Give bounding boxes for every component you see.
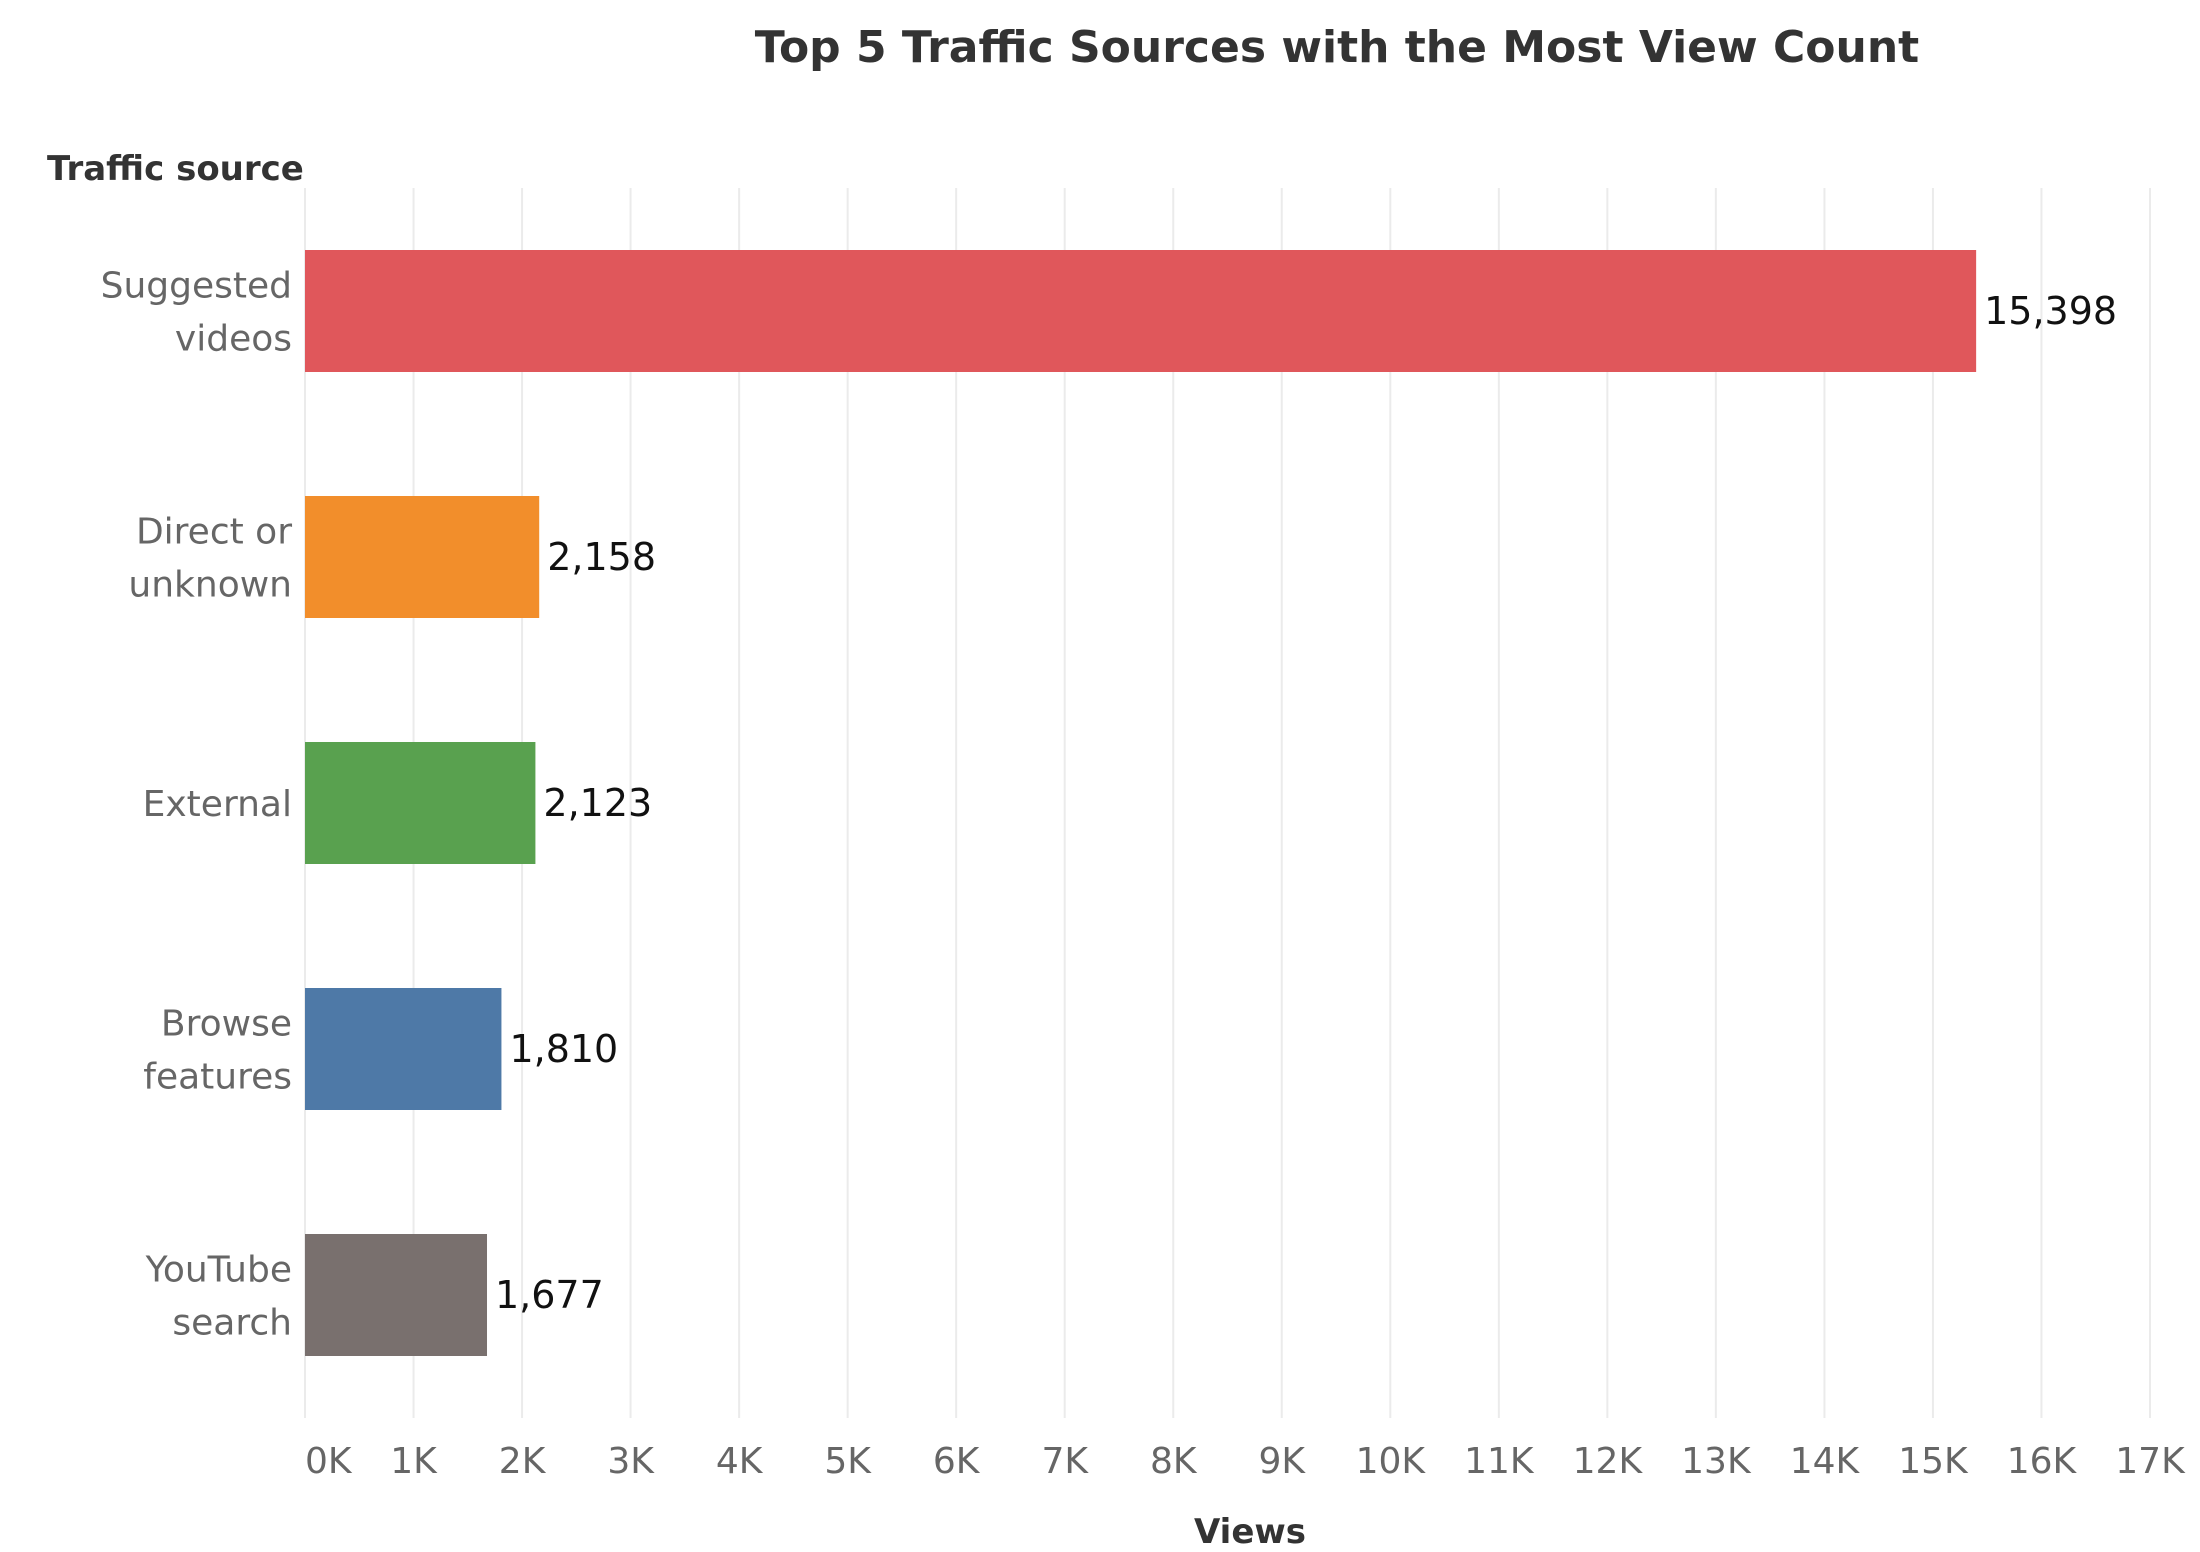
x-tick-label: 11K [1464, 1441, 1535, 1482]
data-label: 15,398 [1984, 289, 2117, 333]
x-tick-label: 10K [1356, 1441, 1427, 1482]
chart-title: Top 5 Traffic Sources with the Most View… [755, 22, 1919, 73]
x-tick-label: 0K [305, 1441, 353, 1482]
category-label: unknown [128, 565, 292, 606]
y-axis-title: Traffic source [47, 149, 304, 189]
x-tick-label: 15K [1898, 1441, 1969, 1482]
x-tick-label: 2K [499, 1441, 547, 1482]
x-tick-label: 14K [1790, 1441, 1861, 1482]
x-axis-ticks: 0K 1K 2K 3K 4K 5K 6K 7K 8K 9K 10K 11K 12K 13K 14K 15K 16… [305, 1441, 2186, 1482]
gridlines [304, 188, 2151, 1418]
category-labels: Suggested videos Direct or unknown External B… [101, 266, 293, 1344]
bar [305, 1234, 488, 1356]
bar [305, 250, 1977, 372]
x-tick-label: 1K [390, 1441, 438, 1482]
x-tick-label: 5K [824, 1441, 872, 1482]
x-axis-title: Views [1194, 1512, 1306, 1552]
x-tick-label: 12K [1573, 1441, 1644, 1482]
x-tick-label: 17K [2115, 1441, 2186, 1482]
x-tick-label: 8K [1150, 1441, 1198, 1482]
x-tick-label: 13K [1681, 1441, 1752, 1482]
data-label: 2,123 [543, 781, 652, 825]
category-label: Suggested [101, 266, 292, 307]
category-label: search [172, 1303, 292, 1344]
category-label: features [143, 1057, 292, 1098]
data-labels: 15,398 2,158 2,123 1,810 1,677 [495, 289, 2117, 1317]
category-label: External [143, 784, 292, 825]
x-tick-label: 16K [2007, 1441, 2078, 1482]
bar [305, 742, 536, 864]
data-label: 2,158 [547, 535, 656, 579]
x-tick-label: 4K [716, 1441, 764, 1482]
bar [305, 496, 540, 618]
bars [305, 250, 1977, 1356]
x-tick-label: 6K [933, 1441, 981, 1482]
bar [305, 988, 502, 1110]
x-tick-label: 3K [607, 1441, 655, 1482]
category-label: Direct or [136, 512, 292, 553]
category-label: Browse [161, 1004, 292, 1045]
data-label: 1,810 [509, 1027, 618, 1071]
category-label: videos [175, 319, 292, 360]
x-tick-label: 9K [1259, 1441, 1307, 1482]
category-label: YouTube [145, 1250, 292, 1291]
x-tick-label: 7K [1041, 1441, 1089, 1482]
data-label: 1,677 [495, 1273, 604, 1317]
